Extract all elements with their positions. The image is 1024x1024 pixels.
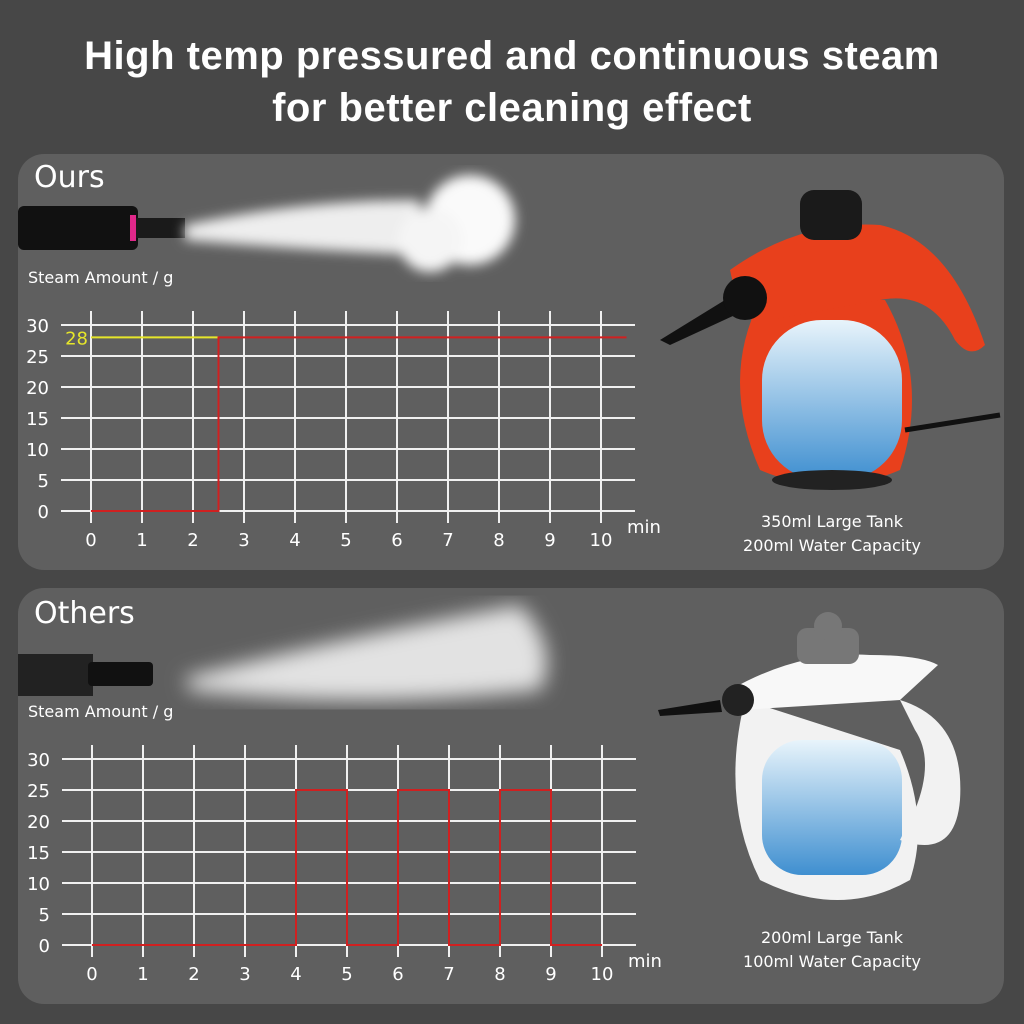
x-tick-label: 3 bbox=[238, 530, 249, 551]
y-tick-label: 20 bbox=[26, 378, 49, 399]
x-tick-label: 6 bbox=[391, 530, 402, 551]
x-axis-unit-label: min bbox=[628, 951, 662, 972]
title-line-2: for better cleaning effect bbox=[272, 86, 752, 130]
others-steamer-product-icon bbox=[658, 612, 961, 900]
annotation-label: 28 bbox=[65, 328, 88, 349]
title-line-1: High temp pressured and continuous steam bbox=[84, 34, 940, 78]
others-caption-line-1: 200ml Large Tank bbox=[760, 928, 904, 947]
y-tick-label: 0 bbox=[38, 502, 49, 523]
x-axis-unit-label: min bbox=[627, 517, 661, 538]
x-tick-label: 2 bbox=[187, 530, 198, 551]
y-tick-label: 30 bbox=[26, 316, 49, 337]
y-tick-label: 0 bbox=[39, 936, 50, 957]
chart-0: 0 5 10 15 20 25 30 0 1 2 3 4 5 6 7 8 9 10 min 28 bbox=[26, 311, 661, 551]
x-tick-label: 5 bbox=[341, 964, 352, 985]
x-tick-label: 1 bbox=[137, 964, 148, 985]
y-tick-label: 15 bbox=[26, 409, 49, 430]
y-tick-label: 10 bbox=[26, 440, 49, 461]
steam-series-line bbox=[92, 789, 602, 946]
x-tick-label: 10 bbox=[591, 964, 614, 985]
y-tick-label: 25 bbox=[27, 781, 50, 802]
others-nozzle-icon bbox=[18, 654, 153, 696]
x-tick-label: 1 bbox=[136, 530, 147, 551]
x-tick-label: 0 bbox=[85, 530, 96, 551]
x-tick-label: 8 bbox=[494, 964, 505, 985]
x-tick-label: 9 bbox=[544, 530, 555, 551]
ours-caption: 350ml Large Tank 200ml Water Capacity bbox=[702, 510, 962, 558]
ours-steam-icon bbox=[185, 175, 515, 272]
others-y-axis-label: Steam Amount / g bbox=[28, 702, 174, 721]
others-label: Others bbox=[34, 596, 135, 631]
x-tick-label: 0 bbox=[86, 964, 97, 985]
x-tick-label: 5 bbox=[340, 530, 351, 551]
y-tick-label: 20 bbox=[27, 812, 50, 833]
others-caption: 200ml Large Tank 100ml Water Capacity bbox=[702, 926, 962, 974]
x-tick-label: 7 bbox=[442, 530, 453, 551]
y-tick-label: 5 bbox=[38, 471, 49, 492]
page-title: High temp pressured and continuous steam… bbox=[0, 30, 1024, 134]
x-tick-label: 10 bbox=[590, 530, 613, 551]
x-tick-label: 4 bbox=[289, 530, 300, 551]
ours-caption-line-1: 350ml Large Tank bbox=[760, 512, 904, 531]
y-tick-label: 10 bbox=[27, 874, 50, 895]
ours-y-axis-label: Steam Amount / g bbox=[28, 268, 174, 287]
chart-1: 0 5 10 15 20 25 30 0 1 2 3 4 5 6 7 8 9 10 min bbox=[27, 745, 662, 985]
others-caption-line-2: 100ml Water Capacity bbox=[743, 952, 921, 971]
y-tick-label: 30 bbox=[27, 750, 50, 771]
x-tick-label: 4 bbox=[290, 964, 301, 985]
y-tick-label: 15 bbox=[27, 843, 50, 864]
steam-series-line bbox=[91, 336, 627, 512]
ours-nozzle-icon bbox=[18, 206, 185, 250]
ours-steamer-product-icon bbox=[660, 190, 1001, 490]
y-tick-label: 25 bbox=[26, 347, 49, 368]
x-tick-label: 6 bbox=[392, 964, 403, 985]
y-tick-label: 5 bbox=[39, 905, 50, 926]
ours-label: Ours bbox=[34, 160, 105, 195]
x-tick-label: 2 bbox=[188, 964, 199, 985]
x-tick-label: 8 bbox=[493, 530, 504, 551]
x-tick-label: 9 bbox=[545, 964, 556, 985]
others-steam-icon bbox=[185, 605, 547, 700]
x-tick-label: 3 bbox=[239, 964, 250, 985]
ours-caption-line-2: 200ml Water Capacity bbox=[743, 536, 921, 555]
x-tick-label: 7 bbox=[443, 964, 454, 985]
